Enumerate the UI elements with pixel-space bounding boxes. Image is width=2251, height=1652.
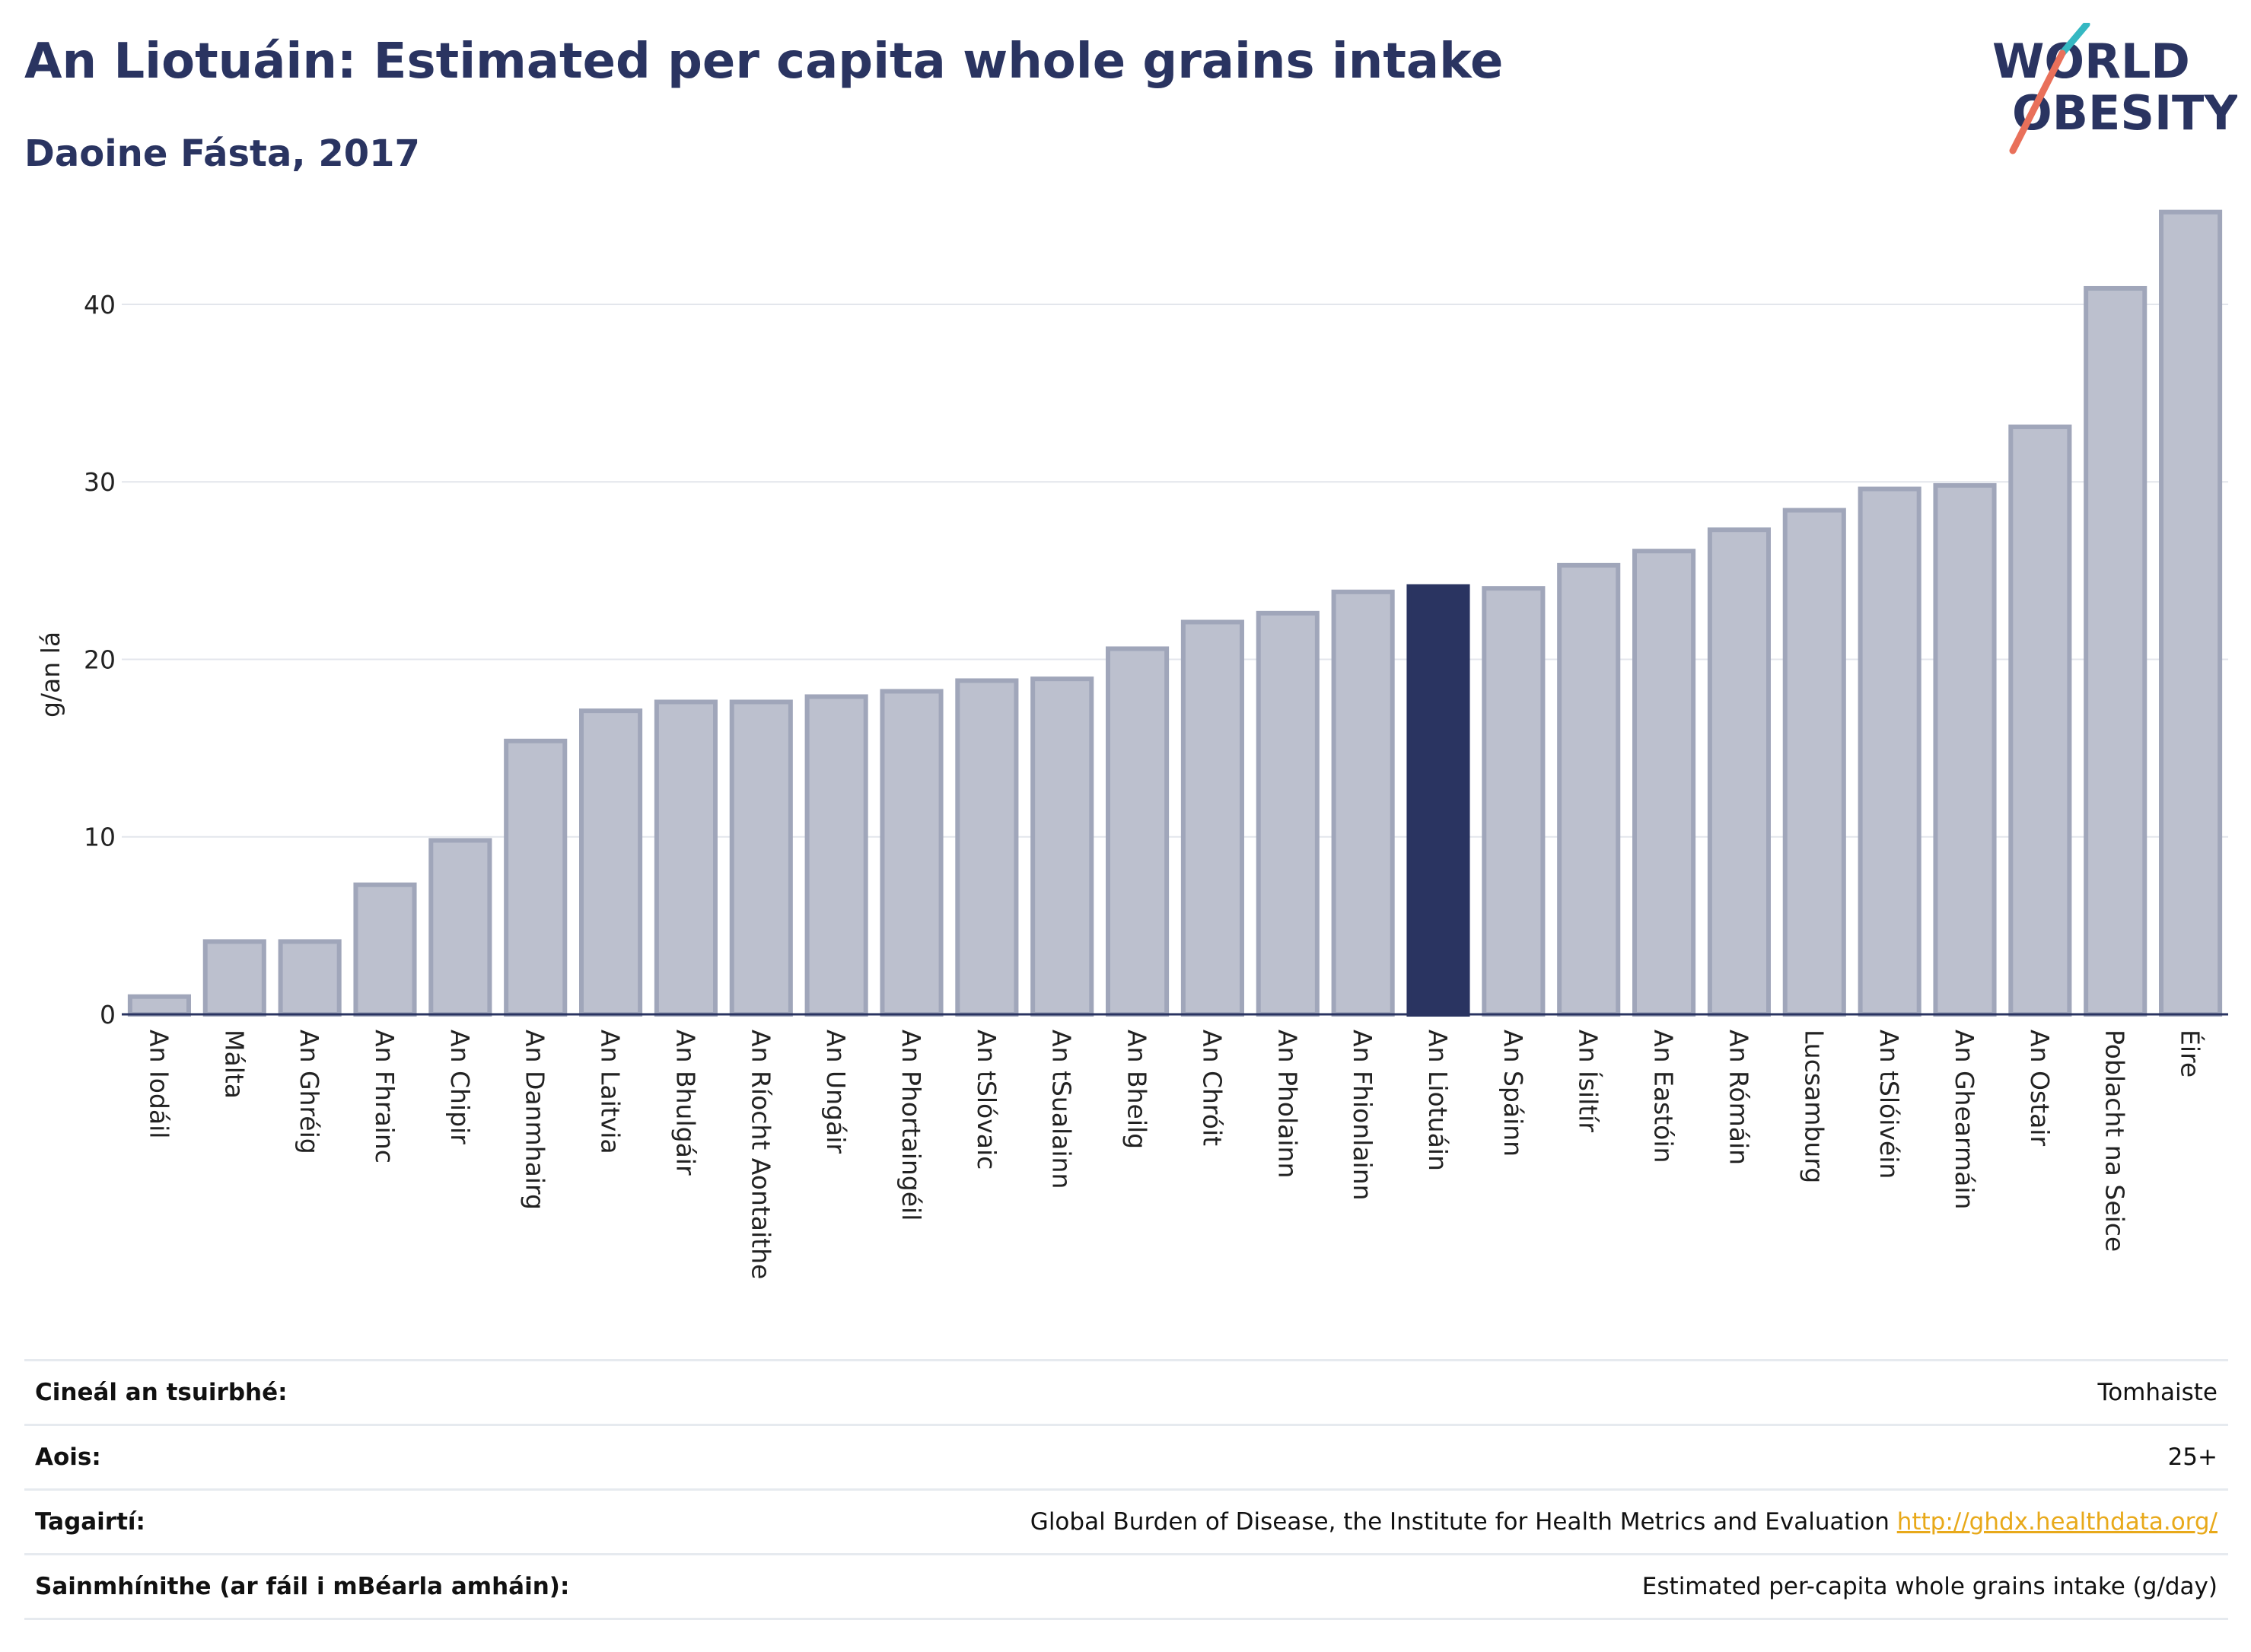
x-category-label: Éire bbox=[2176, 1030, 2206, 1077]
bar[interactable] bbox=[1106, 646, 1170, 1017]
info-key: Aois: bbox=[35, 1444, 101, 1471]
bar-chart: 0 10 20 30 40 g/an lá An Iodáil Málta An Ghréig A… bbox=[36, 209, 2228, 1279]
bar[interactable] bbox=[1030, 676, 1094, 1017]
x-category-label: An tSualainn bbox=[1047, 1030, 1077, 1189]
bar[interactable] bbox=[1782, 508, 1846, 1017]
bar[interactable] bbox=[955, 678, 1019, 1017]
x-category-label: An Chipir bbox=[445, 1030, 475, 1144]
bar[interactable] bbox=[127, 994, 191, 1017]
x-category-label: Málta bbox=[219, 1030, 249, 1099]
info-key: Cineál an tsuirbhé: bbox=[35, 1379, 288, 1406]
bar[interactable] bbox=[804, 694, 868, 1017]
chart-title: An Liotuáin: Estimated per capita whole … bbox=[24, 33, 1504, 90]
bar[interactable] bbox=[1632, 549, 1696, 1017]
x-category-label: An Ostair bbox=[2025, 1030, 2055, 1146]
bar[interactable] bbox=[278, 939, 342, 1017]
info-key: Tagairtí: bbox=[35, 1508, 145, 1536]
bar[interactable] bbox=[1331, 589, 1395, 1017]
logo-line2: OBESITY bbox=[2012, 85, 2237, 141]
x-category-label: An Fhrainc bbox=[370, 1030, 400, 1163]
x-category-label: An Bheilg bbox=[1122, 1030, 1152, 1149]
x-category-label: An tSlóivéin bbox=[1874, 1030, 1904, 1179]
x-category-label: An Liotuáin bbox=[1423, 1030, 1453, 1171]
bar[interactable] bbox=[1180, 619, 1244, 1017]
x-category-label: An Phortaingéil bbox=[896, 1030, 926, 1221]
x-category-label: An Ghearmáin bbox=[1950, 1030, 1979, 1209]
bar[interactable] bbox=[504, 738, 568, 1017]
world-obesity-logo: WORLD OBESITY bbox=[1992, 23, 2237, 154]
info-value: 25+ bbox=[2167, 1444, 2218, 1471]
bar[interactable] bbox=[1707, 527, 1771, 1017]
bar[interactable] bbox=[1557, 562, 1621, 1017]
info-value: Global Burden of Disease, the Institute … bbox=[1030, 1508, 1890, 1536]
bar[interactable] bbox=[1858, 486, 1921, 1017]
logo-line1: WORLD bbox=[1992, 33, 2190, 89]
bar[interactable] bbox=[2084, 285, 2148, 1017]
info-key: Sainmhínithe (ar fáil i mBéarla amháin): bbox=[35, 1573, 570, 1600]
chart-subtitle: Daoine Fásta, 2017 bbox=[24, 132, 420, 175]
bar[interactable] bbox=[1256, 610, 1320, 1017]
info-value-wrapper: Global Burden of Disease, the Institute … bbox=[1030, 1508, 2228, 1536]
x-category-label: An Ghréig bbox=[295, 1030, 324, 1154]
bar[interactable] bbox=[202, 939, 266, 1017]
x-category-label: An Pholainn bbox=[1272, 1030, 1302, 1178]
info-table: Cineál an tsuirbhé: Tomhaiste Aois: 25+ … bbox=[24, 1359, 2228, 1620]
bar[interactable] bbox=[353, 882, 417, 1017]
x-category-label: An Ísiltír bbox=[1574, 1030, 1604, 1132]
x-category-label: An Eastóin bbox=[1649, 1030, 1679, 1163]
x-category-label: Poblacht na Seice bbox=[2100, 1030, 2130, 1252]
reference-link[interactable]: http://ghdx.healthdata.org/ bbox=[1896, 1508, 2218, 1536]
bar[interactable] bbox=[1406, 584, 1470, 1017]
bar[interactable] bbox=[654, 699, 718, 1017]
y-tick-label: 30 bbox=[84, 467, 116, 497]
x-category-label: An Laitvia bbox=[596, 1030, 626, 1154]
info-row-references: Tagairtí: Global Burden of Disease, the … bbox=[24, 1488, 2228, 1553]
x-category-label: An Ríocht Aontaithe bbox=[746, 1030, 775, 1279]
info-row-age: Aois: 25+ bbox=[24, 1424, 2228, 1488]
x-category-label: An Danmhairg bbox=[521, 1030, 550, 1210]
bar[interactable] bbox=[880, 689, 944, 1017]
y-tick-label: 40 bbox=[84, 290, 116, 320]
y-tick-label: 20 bbox=[84, 645, 116, 674]
bar[interactable] bbox=[729, 699, 793, 1017]
x-category-label: An Rómáin bbox=[1724, 1030, 1753, 1165]
y-axis-label: g/an lá bbox=[36, 632, 65, 718]
bar[interactable] bbox=[1933, 482, 1997, 1017]
x-category-label: An Fhionlainn bbox=[1348, 1030, 1377, 1201]
bar[interactable] bbox=[1482, 586, 1546, 1017]
info-value: Estimated per-capita whole grains intake… bbox=[1641, 1573, 2218, 1600]
info-value: Tomhaiste bbox=[2097, 1379, 2218, 1406]
x-category-label: An Bhulgáir bbox=[670, 1030, 700, 1176]
bar[interactable] bbox=[428, 838, 492, 1017]
x-category-label: An tSlóvaic bbox=[972, 1030, 1001, 1170]
y-tick-label: 0 bbox=[100, 1000, 116, 1030]
info-row-survey-type: Cineál an tsuirbhé: Tomhaiste bbox=[24, 1359, 2228, 1424]
x-category-label: An Ungáir bbox=[821, 1030, 851, 1154]
x-category-label: An Iodáil bbox=[144, 1030, 174, 1138]
x-category-label: Lucsamburg bbox=[1799, 1030, 1829, 1183]
bar[interactable] bbox=[2159, 209, 2223, 1017]
x-category-label: An Spáinn bbox=[1498, 1030, 1528, 1157]
bar[interactable] bbox=[579, 708, 643, 1017]
info-row-definitions: Sainmhínithe (ar fáil i mBéarla amháin):… bbox=[24, 1553, 2228, 1620]
y-tick-label: 10 bbox=[84, 823, 116, 852]
x-category-label: An Chróit bbox=[1197, 1030, 1227, 1146]
bar[interactable] bbox=[2008, 424, 2072, 1017]
